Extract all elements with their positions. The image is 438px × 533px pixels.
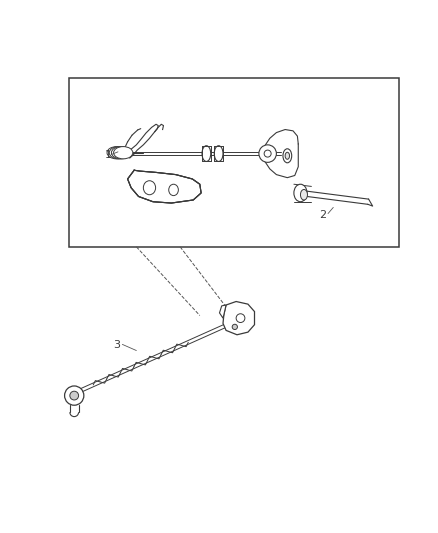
Ellipse shape bbox=[109, 147, 128, 159]
Ellipse shape bbox=[214, 146, 223, 161]
Ellipse shape bbox=[70, 391, 78, 400]
Ellipse shape bbox=[283, 149, 291, 163]
Ellipse shape bbox=[107, 147, 126, 159]
Polygon shape bbox=[219, 305, 226, 318]
Ellipse shape bbox=[113, 147, 133, 159]
Ellipse shape bbox=[143, 181, 155, 195]
Polygon shape bbox=[127, 170, 201, 203]
Ellipse shape bbox=[264, 150, 271, 157]
Polygon shape bbox=[223, 302, 254, 335]
Ellipse shape bbox=[300, 189, 307, 200]
Ellipse shape bbox=[258, 145, 276, 163]
Ellipse shape bbox=[232, 324, 237, 329]
Ellipse shape bbox=[285, 152, 289, 159]
Text: 2: 2 bbox=[318, 210, 325, 220]
Ellipse shape bbox=[64, 386, 84, 405]
Ellipse shape bbox=[168, 184, 178, 196]
Text: 1: 1 bbox=[104, 150, 111, 160]
Ellipse shape bbox=[111, 147, 131, 159]
Text: 3: 3 bbox=[113, 340, 120, 350]
Ellipse shape bbox=[236, 314, 244, 322]
Ellipse shape bbox=[201, 146, 210, 161]
Ellipse shape bbox=[293, 184, 306, 201]
Bar bbox=[68, 78, 398, 247]
